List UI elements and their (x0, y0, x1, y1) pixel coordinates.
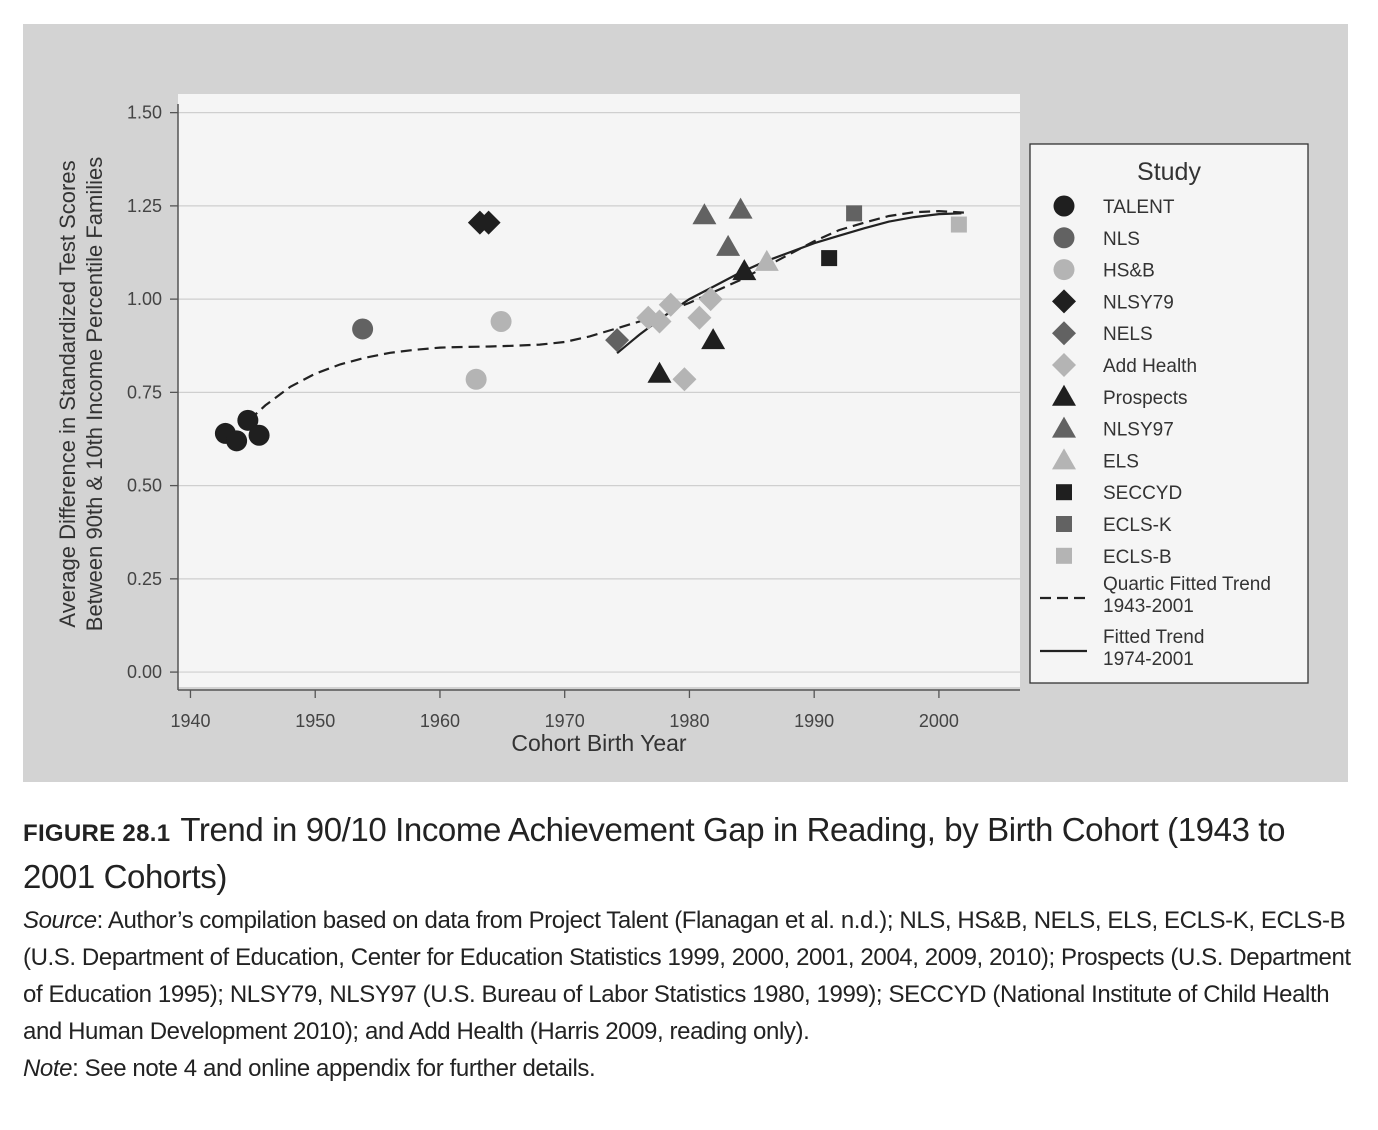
x-tick-label: 1970 (545, 711, 585, 731)
data-point-ecls-k (846, 205, 863, 222)
data-point-nlsy97 (692, 203, 717, 225)
y-axis-title-line2: Between 90th & 10th Income Percentile Fa… (82, 157, 107, 631)
data-point-prospects (647, 361, 672, 383)
legend-box (1029, 143, 1309, 684)
x-tick-label: 1940 (170, 711, 210, 731)
marker-layer (214, 197, 967, 452)
legend-label-els: ELS (1103, 451, 1139, 472)
data-point-seccyd (821, 250, 838, 267)
legend-label-seccyd: SECCYD (1103, 483, 1182, 504)
quartic-trend-line (248, 209, 964, 422)
x-tick-label: 1950 (295, 711, 335, 731)
data-point-ecls-b (950, 216, 967, 233)
x-tick-label: 1980 (669, 711, 709, 731)
source-block: Source: Author’s compilation based on da… (23, 902, 1353, 1087)
legend-title: Study (1137, 158, 1201, 186)
source-label: Source (23, 907, 97, 934)
legend-marker-prospects (1052, 384, 1076, 406)
legend-marker-ecls-k (1056, 516, 1072, 532)
legend-label-nels: NELS (1103, 324, 1153, 345)
note-paragraph: Note: See note 4 and online appendix for… (23, 1050, 1353, 1087)
legend-label-ecls-k: ECLS-K (1103, 515, 1172, 536)
figure-title: Trend in 90/10 Income Achievement Gap in… (23, 811, 1286, 895)
y-tick-label: 1.00 (127, 289, 162, 309)
y-tick-label: 0.50 (127, 476, 162, 496)
data-point-add-health (687, 305, 712, 330)
y-tick-label: 0.75 (127, 382, 162, 402)
legend-marker-nlsy79 (1052, 289, 1076, 314)
source-text: : Author’s compilation based on data fro… (23, 907, 1351, 1045)
data-point-add-health (672, 367, 697, 392)
legend-items: TALENT NLS HS&B NLSY79 NELS Add Health Prospec… (1040, 195, 1271, 670)
y-tick-label: 0.00 (127, 662, 162, 682)
y-tick-label: 1.25 (127, 196, 162, 216)
x-tick-label: 1960 (420, 711, 460, 731)
legend-marker-els (1052, 448, 1076, 470)
data-point-nlsy97 (728, 197, 753, 219)
data-point-els (754, 249, 779, 271)
data-point-hs-b (490, 311, 512, 333)
data-point-prospects (701, 328, 726, 350)
data-point-nels (605, 328, 630, 353)
legend-label-fitted-trend: Fitted Trend 1974-2001 (1103, 627, 1204, 670)
note-label: Note (23, 1055, 73, 1082)
y-tick-label: 1.50 (127, 103, 162, 123)
legend-label-hs-b: HS&B (1103, 261, 1155, 282)
legend-marker-add-health (1052, 353, 1076, 377)
source-paragraph: Source: Author’s compilation based on da… (23, 902, 1353, 1050)
axis-layer: 0.00 0.25 0.50 0.75 1.00 1.25 1.50 1940 1950 1960… (127, 103, 1020, 731)
data-point-talent (237, 409, 259, 431)
legend-marker-nlsy97 (1052, 416, 1076, 438)
data-point-hs-b (465, 368, 487, 390)
legend-label-nlsy97: NLSY97 (1103, 420, 1174, 441)
note-text: : See note 4 and online appendix for fur… (72, 1055, 596, 1082)
legend-label-nlsy79: NLSY79 (1103, 292, 1174, 313)
legend-marker-hs-b (1053, 259, 1075, 281)
x-tick-label: 2000 (919, 711, 959, 731)
data-point-nlsy97 (716, 234, 741, 256)
y-axis-title-line1: Average Difference in Standardized Test … (55, 160, 80, 627)
data-point-prospects (732, 259, 757, 281)
legend-marker-talent (1053, 195, 1075, 217)
legend-marker-seccyd (1056, 484, 1072, 501)
data-point-add-health (698, 287, 723, 312)
chart-svg: 0.00 0.25 0.50 0.75 1.00 1.25 1.50 1940 1950 1960… (55, 94, 1309, 756)
plot-area (178, 94, 1020, 687)
legend-marker-nels (1052, 321, 1076, 346)
x-axis-title: Cohort Birth Year (511, 730, 687, 756)
data-point-talent (248, 424, 270, 446)
legend-label-nls: NLS (1103, 229, 1140, 250)
legend-label-prospects: Prospects (1103, 388, 1187, 409)
data-point-add-health (647, 309, 672, 334)
legend-marker-ecls-b (1056, 547, 1072, 564)
legend-label-quartic-trend: Quartic Fitted Trend 1943-2001 (1103, 574, 1271, 617)
data-point-add-health (658, 292, 683, 317)
legend-label-talent: TALENT (1103, 197, 1175, 218)
chart-panel: 0.00 0.25 0.50 0.75 1.00 1.25 1.50 1940 1950 1960… (23, 24, 1348, 782)
figure-caption: FIGURE 28.1 Trend in 90/10 Income Achieve… (23, 808, 1353, 1087)
data-point-nls (352, 318, 374, 340)
legend-label-add-health: Add Health (1103, 356, 1197, 377)
y-tick-label: 0.25 (127, 569, 162, 589)
grid-layer (178, 112, 1020, 673)
data-point-talent (226, 430, 248, 452)
figure-label: FIGURE 28.1 (23, 820, 171, 847)
figure-title-line: FIGURE 28.1 Trend in 90/10 Income Achieve… (23, 808, 1353, 898)
legend-label-ecls-b: ECLS-B (1103, 547, 1172, 568)
x-tick-label: 1990 (794, 711, 834, 731)
data-point-nlsy79 (476, 210, 501, 235)
legend-marker-nls (1053, 227, 1075, 249)
legend: Study TALENT NLS HS&B NLSY79 NELS Add Health P… (1029, 143, 1309, 684)
